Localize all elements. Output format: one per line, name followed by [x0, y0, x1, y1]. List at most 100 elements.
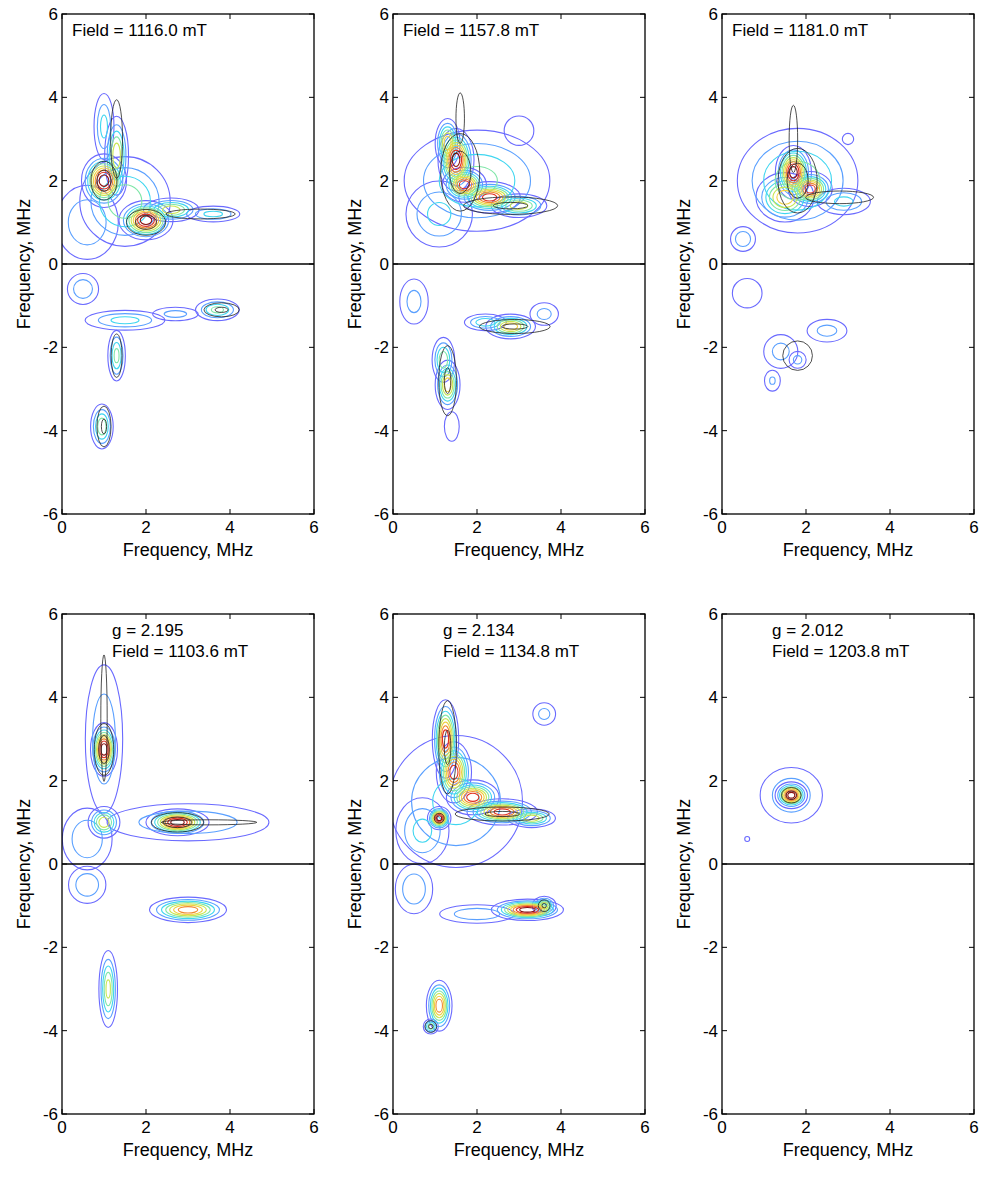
y-tick — [722, 1030, 727, 1031]
simulation-contour — [786, 791, 797, 799]
y-tick — [62, 864, 67, 865]
contour — [481, 804, 524, 820]
y-tick — [722, 1114, 727, 1115]
contour — [69, 866, 106, 903]
y-tick — [393, 514, 398, 515]
y-tick-label: -2 — [43, 938, 58, 957]
contour — [778, 784, 805, 806]
y-tick-label: 0 — [380, 255, 389, 274]
x-tick-label: 4 — [885, 1118, 894, 1137]
x-tick — [477, 14, 478, 19]
contour — [412, 757, 501, 845]
contour — [735, 231, 750, 246]
x-tick — [230, 614, 231, 619]
x-tick — [314, 509, 315, 514]
simulation-contour — [111, 334, 122, 377]
simulation-contour — [493, 202, 528, 208]
panel: 0246-6-4-20246Frequency, MHzFrequency, M… — [14, 605, 319, 1160]
y-tick-label: -2 — [43, 338, 58, 357]
simulation-contour — [97, 406, 111, 447]
y-tick — [640, 614, 645, 615]
contour — [467, 793, 479, 801]
contour — [99, 817, 109, 827]
y-tick — [722, 430, 727, 431]
y-tick — [309, 864, 314, 865]
contour — [477, 803, 527, 822]
x-tick — [722, 14, 723, 19]
contour — [793, 356, 801, 364]
y-tick — [969, 1030, 974, 1031]
zero-line — [722, 863, 974, 864]
contour — [799, 180, 822, 198]
contour — [114, 349, 119, 363]
x-axis-title: Frequency, MHz — [454, 1140, 585, 1160]
y-tick — [393, 780, 398, 781]
contour — [436, 999, 443, 1012]
contour — [430, 988, 448, 1023]
simulation-contour — [542, 904, 546, 908]
contour — [764, 335, 798, 369]
y-tick — [62, 514, 67, 515]
contour — [786, 791, 796, 799]
contour — [530, 303, 558, 326]
y-tick-label: 6 — [709, 5, 718, 24]
contour — [101, 959, 115, 1018]
y-tick — [62, 97, 67, 98]
plot-area — [62, 94, 240, 449]
contour — [508, 904, 548, 916]
contour — [426, 980, 452, 1031]
x-tick-label: 0 — [717, 1118, 726, 1137]
contour — [732, 278, 762, 307]
y-tick — [309, 430, 314, 431]
x-tick — [806, 1109, 807, 1114]
y-tick — [722, 347, 727, 348]
y-tick — [393, 614, 398, 615]
x-axis-title: Frequency, MHz — [123, 1140, 254, 1160]
plot-area — [745, 767, 823, 841]
x-tick — [230, 1109, 231, 1114]
contour — [413, 819, 432, 842]
simulation-contour — [778, 148, 817, 213]
contour — [101, 744, 107, 755]
plot-area — [731, 105, 874, 391]
contour — [165, 817, 190, 828]
y-tick — [309, 264, 314, 265]
x-tick — [890, 1109, 891, 1114]
contour — [424, 144, 531, 218]
zero-line — [393, 863, 645, 864]
figure: 0246-6-4-20246Frequency, MHzFrequency, M… — [0, 0, 987, 1191]
contour — [97, 172, 111, 189]
contour — [520, 908, 535, 913]
y-tick — [640, 264, 645, 265]
y-tick — [393, 264, 398, 265]
contour — [170, 904, 207, 916]
contour — [400, 279, 428, 324]
contour — [435, 814, 444, 823]
contour — [88, 807, 120, 839]
x-tick — [477, 1109, 478, 1114]
contour — [123, 204, 168, 237]
contour — [446, 143, 466, 177]
y-tick-label: 0 — [49, 255, 58, 274]
simulation-contour — [464, 197, 558, 215]
y-tick-label: -4 — [703, 422, 718, 441]
x-tick-label: 6 — [969, 518, 978, 537]
contour — [539, 708, 550, 719]
contour — [206, 304, 229, 315]
simulation-contour — [434, 813, 444, 823]
x-tick — [561, 509, 562, 514]
x-tick-label: 0 — [388, 1118, 397, 1137]
simulation-contour — [166, 209, 235, 219]
x-tick-label: 6 — [969, 1118, 978, 1137]
annotation: g = 2.012 — [772, 621, 843, 640]
x-tick — [974, 614, 975, 619]
x-tick — [722, 614, 723, 619]
y-tick — [62, 180, 67, 181]
contour — [91, 404, 114, 449]
contour — [62, 808, 112, 870]
contour — [517, 812, 547, 824]
y-tick — [969, 14, 974, 15]
frame — [393, 614, 645, 1114]
annotation: g = 2.195 — [112, 621, 183, 640]
y-axis-title: Frequency, MHz — [14, 199, 34, 330]
